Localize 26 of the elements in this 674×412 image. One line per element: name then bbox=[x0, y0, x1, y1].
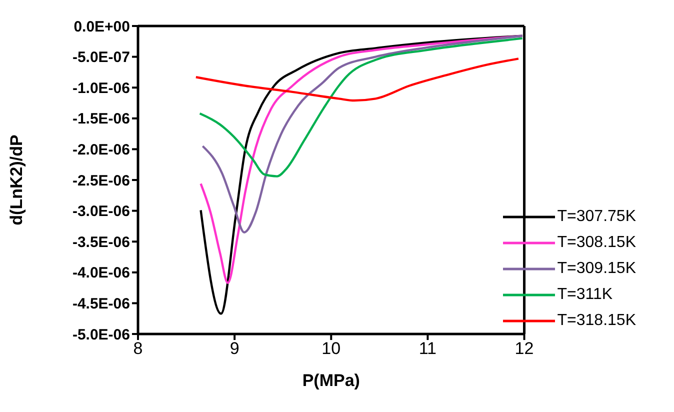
x-tick-label: 10 bbox=[322, 339, 341, 358]
line-series bbox=[194, 58, 520, 102]
y-tick-label: -1.5E-06 bbox=[72, 110, 130, 128]
legend-label: T=308.15K bbox=[557, 234, 636, 252]
legend-label: T=318.15K bbox=[557, 312, 636, 330]
y-axis-title: d(LnK2)/dP bbox=[7, 134, 26, 226]
y-tick-label: 0.0E+00 bbox=[74, 18, 130, 36]
line-series bbox=[198, 37, 524, 178]
y-tick-label: -1.0E-06 bbox=[72, 80, 130, 97]
line-series bbox=[202, 34, 524, 234]
x-tick-label: 9 bbox=[230, 339, 240, 358]
x-tick-label: 11 bbox=[418, 339, 437, 358]
y-tick-label: -3.0E-06 bbox=[72, 203, 130, 220]
legend-label: T=311K bbox=[557, 286, 613, 304]
x-tick-label: 12 bbox=[514, 339, 534, 358]
y-tick-label: -2.5E-06 bbox=[72, 172, 130, 190]
legend-label: T=309.15K bbox=[557, 260, 636, 278]
y-tick-label: -4.5E-06 bbox=[72, 296, 130, 313]
y-tick-label: -3.5E-06 bbox=[72, 234, 130, 251]
y-tick-label: -5.0E-07 bbox=[72, 49, 130, 66]
y-tick-label: -2.0E-06 bbox=[72, 142, 130, 159]
x-axis-title: P(MPa) bbox=[302, 371, 360, 390]
legend-label: T=307.75K bbox=[557, 208, 636, 226]
y-tick-label: -4.0E-06 bbox=[72, 264, 130, 282]
y-tick-label: -5.0E-06 bbox=[72, 326, 130, 344]
x-tick-label: 8 bbox=[133, 339, 143, 358]
